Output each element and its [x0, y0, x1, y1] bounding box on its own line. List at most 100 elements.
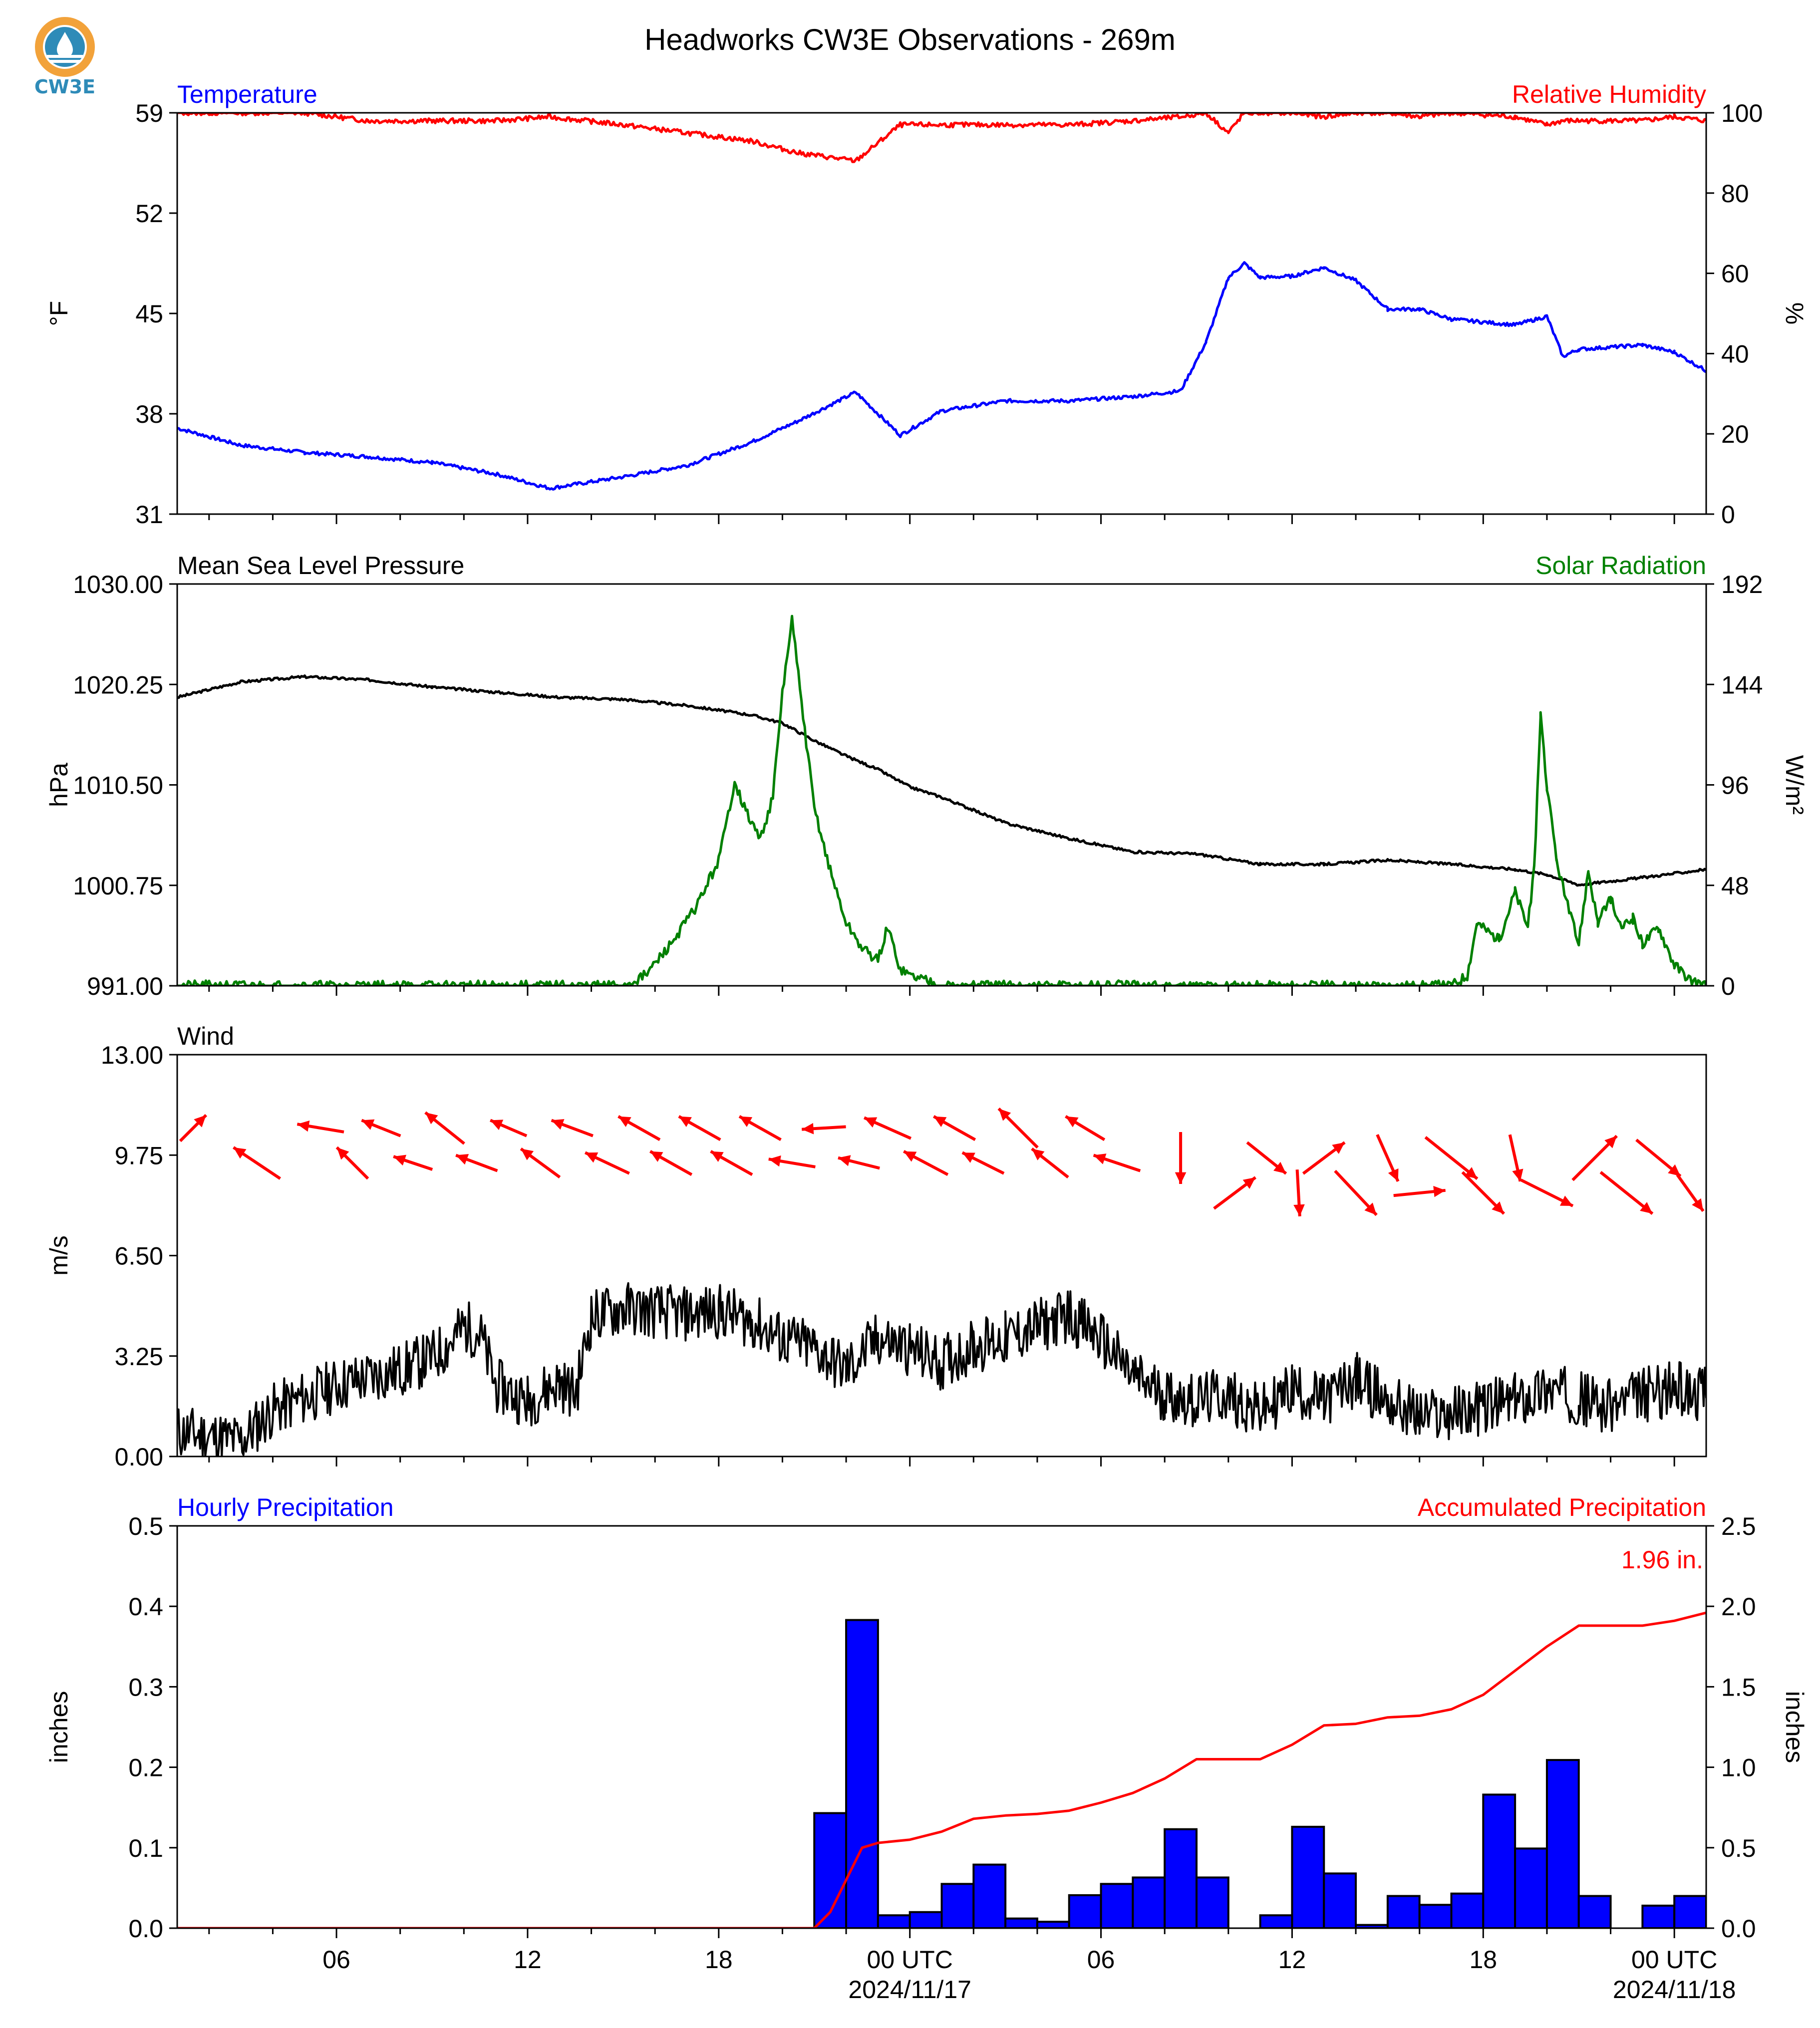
- wind-vector: [1393, 1185, 1446, 1197]
- logo-icon: [35, 17, 95, 77]
- panel-precipitation: Hourly Precipitation Accumulated Precipit…: [45, 1493, 1809, 1943]
- wind-vector-head: [650, 1151, 663, 1162]
- y-tick-label-left: 0.1: [128, 1834, 163, 1862]
- precip-bar: [1132, 1876, 1166, 1928]
- y-tick-label-left: 59: [135, 99, 163, 127]
- x-tick-label: 00 UTC: [867, 1946, 953, 1974]
- wind-vector: [932, 1115, 976, 1142]
- y-tick-label-right: 2.0: [1721, 1593, 1756, 1621]
- wind-vector-head: [297, 1120, 310, 1132]
- panel-title-right: Relative Humidity: [1512, 80, 1706, 108]
- wind-vector: [1093, 1154, 1141, 1172]
- y-tick-label-left: 0.00: [115, 1443, 163, 1471]
- panel-frame: [176, 1525, 1707, 1929]
- wind-vector-head: [768, 1155, 781, 1167]
- wind-vector-head: [864, 1117, 878, 1128]
- cw3e-logo: CW3E: [30, 17, 100, 102]
- y-tick-label-left: 0.0: [128, 1915, 163, 1943]
- panel-temperature_rh: Temperature Relative Humidity 31 38 45 52 59 °F…: [45, 80, 1809, 529]
- page-title: Headworks CW3E Observations - 269m: [644, 23, 1176, 56]
- wind-vector: [1334, 1169, 1378, 1216]
- wind-vector-head: [490, 1120, 504, 1131]
- wind-vector-head: [1692, 1198, 1704, 1211]
- wind-vector-head: [1388, 1168, 1399, 1181]
- panel-title-left: Mean Sea Level Pressure: [177, 552, 464, 579]
- wind-vector-head: [1559, 1195, 1573, 1206]
- precip-bar: [940, 1883, 975, 1928]
- panel-wind: Wind 0.00 3.25 6.50 9.75 13.00 m/s: [45, 1022, 1707, 1471]
- y-tick-label-left: 6.50: [115, 1242, 163, 1270]
- y-tick-label-left: 31: [135, 501, 163, 529]
- wind-vector: [997, 1107, 1039, 1149]
- y-tick-label-left: 45: [135, 300, 163, 328]
- x-tick-label: 18: [1470, 1946, 1498, 1974]
- wind-vector-head: [1640, 1202, 1653, 1214]
- wind-vector: [1461, 1171, 1506, 1215]
- wind-vector: [520, 1147, 561, 1179]
- wind-vector-head: [233, 1147, 247, 1159]
- y-axis-label-right: %: [1781, 302, 1809, 324]
- y-tick-label-right: 1.5: [1721, 1673, 1756, 1701]
- y-tick-label-left: 1000.75: [73, 872, 163, 900]
- y-axis-label-left: °F: [45, 301, 73, 326]
- wind-vector-head: [361, 1119, 375, 1130]
- wind-vector: [1175, 1132, 1187, 1184]
- wind-vector-head: [710, 1151, 724, 1162]
- wind-vector: [864, 1116, 912, 1140]
- wind-vector: [768, 1155, 816, 1168]
- wind-vector-head: [1175, 1172, 1187, 1184]
- y-tick-label-left: 0.3: [128, 1673, 163, 1701]
- y-tick-label-left: 3.25: [115, 1343, 163, 1371]
- y-tick-label-right: 40: [1721, 340, 1749, 368]
- y-tick-label-right: 96: [1721, 772, 1749, 800]
- wind-vector-head: [1273, 1161, 1286, 1174]
- y-tick-label-left: 0.2: [128, 1754, 163, 1782]
- wind-vector-head: [1065, 1116, 1079, 1128]
- precip-bar: [877, 1914, 911, 1928]
- wind-vector: [335, 1146, 369, 1180]
- y-tick-label-left: 13.00: [101, 1041, 163, 1069]
- precip-bar: [1291, 1825, 1325, 1928]
- wind-vector-head: [393, 1155, 406, 1166]
- wind-vector: [393, 1155, 433, 1171]
- precip-bar: [1323, 1872, 1357, 1928]
- y-tick-label-left: 991.00: [87, 972, 163, 1000]
- wind-vector-head: [1668, 1164, 1681, 1176]
- precip-bar: [1100, 1883, 1134, 1928]
- wind-vector: [710, 1150, 753, 1176]
- solar-radiation-line: [177, 614, 1706, 986]
- y-tick-label-right: 0.0: [1721, 1915, 1756, 1943]
- y-tick-label-right: 144: [1721, 671, 1763, 699]
- precip-bar: [1196, 1876, 1229, 1928]
- wind-vector: [1031, 1148, 1069, 1178]
- wind-vector-head: [1604, 1136, 1617, 1149]
- wind-vector: [233, 1146, 281, 1180]
- y-tick-label-left: 1010.50: [73, 772, 163, 800]
- wind-vector-head: [1332, 1142, 1345, 1154]
- precip-bar: [1545, 1759, 1580, 1928]
- wind-vector-head: [551, 1119, 565, 1130]
- y-tick-label-right: 60: [1721, 260, 1749, 288]
- wind-vector-head: [194, 1115, 206, 1128]
- wind-vector: [1302, 1141, 1346, 1175]
- wind-vector: [1293, 1169, 1305, 1216]
- wind-vector: [617, 1115, 661, 1142]
- y-axis-label-right: W/m²: [1781, 755, 1809, 815]
- wind-vector-head: [838, 1155, 851, 1166]
- wind-vector: [1376, 1134, 1400, 1182]
- y-tick-label-left: 9.75: [115, 1142, 163, 1169]
- x-tick-label: 06: [322, 1946, 350, 1974]
- precip-bar: [1036, 1921, 1070, 1928]
- wind-vector: [584, 1151, 630, 1175]
- wind-vector-head: [962, 1153, 975, 1163]
- precip-bar: [1164, 1828, 1198, 1928]
- precip-bar: [1386, 1895, 1421, 1928]
- x-tick-label: 12: [1278, 1946, 1306, 1974]
- wind-vector: [1424, 1136, 1479, 1180]
- wind-vector-head: [425, 1112, 438, 1125]
- y-tick-label-right: 80: [1721, 180, 1749, 208]
- panel-pressure_solar: Mean Sea Level Pressure Solar Radiation 99…: [45, 552, 1809, 1000]
- wind-vector: [297, 1120, 344, 1134]
- y-tick-label-left: 0.5: [128, 1512, 163, 1540]
- wind-vector: [961, 1151, 1005, 1175]
